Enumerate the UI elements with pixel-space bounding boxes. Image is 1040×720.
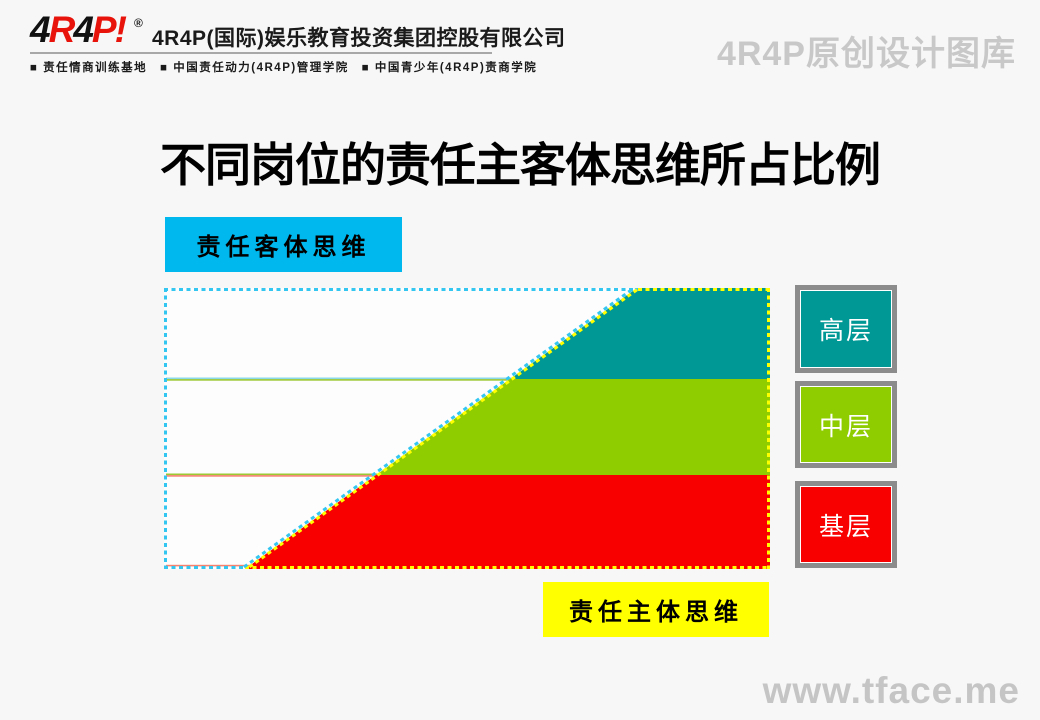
header-divider: [30, 52, 492, 54]
logo-char: 4: [30, 9, 51, 50]
band-boundary-line-top-lightblue: [166, 377, 768, 380]
registered-trademark-icon: ®: [134, 16, 143, 30]
website-watermark: www.tface.me: [762, 670, 1020, 711]
logo-char: P: [91, 9, 117, 50]
page-title: 不同岗位的责任主客体思维所占比例: [160, 139, 881, 191]
company-name: 4R4P(国际)娱乐教育投资集团控股有限公司: [152, 27, 566, 50]
legend-item-senior: 高层: [795, 285, 897, 373]
legend-label-base: 基层: [801, 487, 891, 562]
object-thinking-label: 责任客体思维: [165, 217, 402, 272]
diagonal-split-cyan: [243, 288, 637, 569]
band-boundary-line-top-green: [166, 379, 768, 381]
legend-item-middle: 中层: [795, 381, 897, 468]
legend-item-base: 基层: [795, 481, 897, 568]
dashed-frame: [164, 288, 770, 569]
proportion-area-chart: [164, 288, 770, 569]
legend-label-senior: 高层: [801, 291, 891, 367]
company-sub-units: ■ 责任情商训练基地 ■ 中国责任动力(4R4P)管理学院 ■ 中国青少年(4R…: [30, 62, 538, 74]
logo-char: !: [114, 9, 127, 50]
company-logo: 4R4P!: [30, 9, 127, 50]
design-library-watermark: 4R4P原创设计图库: [716, 35, 1016, 73]
diagonal-split-yellow: [245, 288, 639, 569]
logo-char: 4: [73, 9, 94, 50]
header: 4R4P! ® 4R4P(国际)娱乐教育投资集团控股有限公司 ■ 责任情商训练基…: [0, 0, 1040, 90]
subject-thinking-label: 责任主体思维: [543, 582, 769, 637]
logo-char: R: [48, 9, 76, 50]
legend-label-middle: 中层: [801, 387, 891, 462]
